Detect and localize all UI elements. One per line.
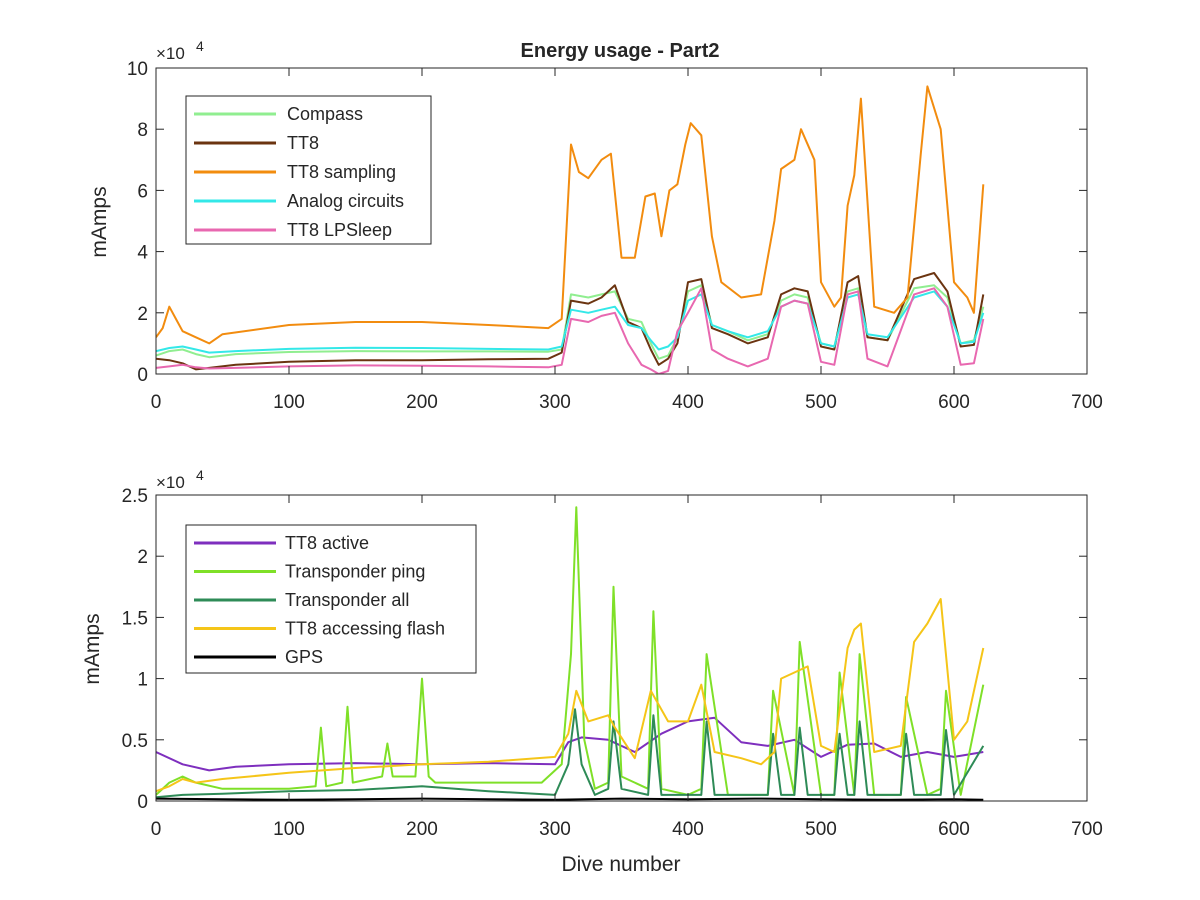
y-tick-label: 6	[137, 181, 148, 202]
x-tick-label: 700	[1071, 392, 1103, 413]
series-line-transponder-all	[156, 708, 985, 799]
y-exponent-power: 4	[196, 38, 204, 54]
series-line-tt8-lpsleep	[156, 287, 985, 374]
y-exponent-base: ×10	[156, 473, 185, 492]
x-tick-label: 300	[539, 392, 571, 413]
series-line-gps	[156, 797, 984, 801]
x-tick-label: 600	[938, 392, 970, 413]
y-exponent-base: ×10	[156, 44, 185, 63]
plot-frame	[155, 67, 1088, 375]
legend-box	[185, 95, 432, 245]
legend-entry-transponder-ping: Transponder ping	[285, 562, 425, 582]
y-axis-label: mAmps	[81, 613, 104, 684]
legend-entry-tt8-active: TT8 active	[285, 533, 369, 553]
axis-ticks: 0 100 200 300 400 500 600 700 0 2 4 6 8 10	[127, 59, 1103, 413]
plot-lines	[156, 85, 985, 374]
y-tick-label: 2.5	[122, 486, 148, 507]
y-tick-label: 10	[127, 59, 148, 80]
y-axis-label: mAmps	[88, 186, 111, 257]
plot-frame	[155, 494, 1088, 802]
x-tick-label: 400	[672, 392, 704, 413]
chart-energy-part2-bottom: ×10 4 mAmps Dive number 0 100 200 300 400 500…	[81, 467, 1103, 876]
y-tick-label: 1.5	[122, 608, 148, 629]
x-tick-label: 500	[805, 392, 837, 413]
x-tick-label: 500	[805, 819, 837, 840]
y-tick-label: 2	[137, 304, 148, 325]
series-line-tt8-sampling	[156, 85, 985, 345]
legend-entry-tt8-lpsleep: TT8 LPSleep	[287, 220, 392, 240]
chart-energy-part2-top: Energy usage - Part2 ×10 4 mAmps 0 100 200…	[88, 38, 1103, 413]
x-tick-label: 0	[151, 819, 162, 840]
chart-title: Energy usage - Part2	[521, 40, 720, 62]
legend: Compass TT8 TT8 sampling Analog circuits TT8…	[185, 95, 432, 245]
plot-lines	[156, 506, 985, 801]
y-tick-label: 4	[137, 243, 148, 264]
x-tick-label: 300	[539, 819, 571, 840]
legend-entry-tt8: TT8	[287, 133, 319, 153]
legend-entry-gps: GPS	[285, 647, 323, 667]
legend-entry-transponder-all: Transponder all	[285, 590, 409, 610]
x-tick-label: 100	[273, 392, 305, 413]
y-tick-label: 0.5	[122, 731, 148, 752]
x-axis-label: Dive number	[561, 853, 680, 876]
y-tick-label: 1	[137, 670, 148, 691]
legend-entry-compass: Compass	[287, 104, 363, 124]
axis-ticks: 0 100 200 300 400 500 600 700 0 0.5 1 1.5 2 2.5	[122, 486, 1103, 840]
y-tick-label: 0	[137, 792, 148, 813]
y-tick-label: 8	[137, 120, 148, 141]
y-exponent-label: ×10 4	[156, 467, 204, 492]
x-tick-label: 200	[406, 819, 438, 840]
y-tick-label: 2	[137, 547, 148, 568]
legend: TT8 active Transponder ping Transponder al…	[185, 524, 477, 674]
legend-entry-tt8-accessing-flash: TT8 accessing flash	[285, 619, 445, 639]
series-line-analog-circuits	[156, 290, 985, 354]
series-line-tt8	[156, 272, 985, 371]
y-exponent-power: 4	[196, 467, 204, 483]
y-tick-label: 0	[137, 365, 148, 386]
x-tick-label: 700	[1071, 819, 1103, 840]
legend-entry-tt8-sampling: TT8 sampling	[287, 162, 396, 182]
x-tick-label: 0	[151, 392, 162, 413]
x-tick-label: 100	[273, 819, 305, 840]
legend-entry-analog-circuits: Analog circuits	[287, 191, 404, 211]
x-tick-label: 400	[672, 819, 704, 840]
y-exponent-label: ×10 4	[156, 38, 204, 63]
x-tick-label: 200	[406, 392, 438, 413]
series-line-tt8-accessing-flash	[156, 598, 985, 793]
x-tick-label: 600	[938, 819, 970, 840]
